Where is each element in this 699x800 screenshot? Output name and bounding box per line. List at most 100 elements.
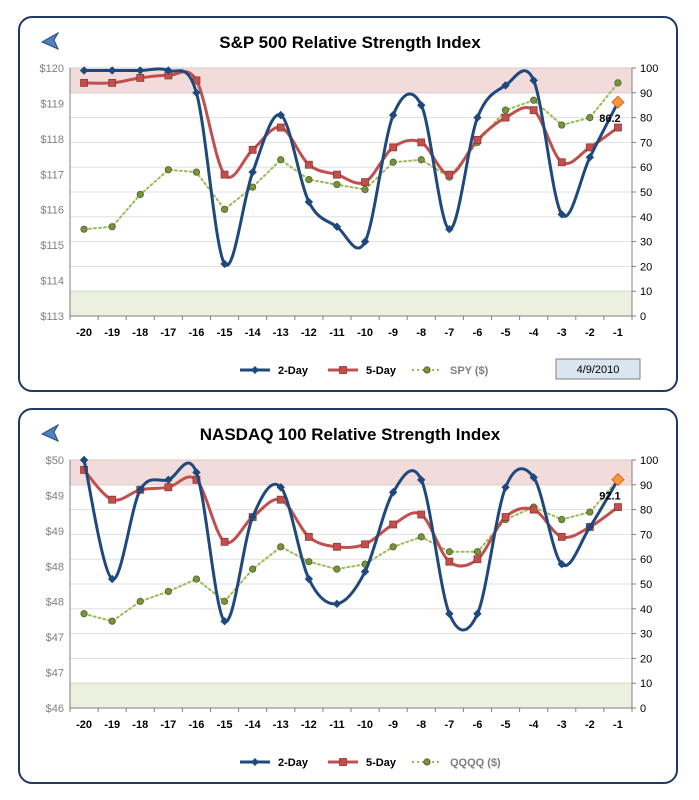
x-axis-tick-label: -19 (104, 327, 120, 339)
date-box (555, 358, 641, 380)
right-axis-tick-label: 100 (640, 455, 658, 467)
right-axis-tick-label: 0 (640, 703, 646, 715)
point-qqqq- (164, 587, 172, 596)
x-axis-tick-label: -4 (529, 719, 540, 731)
point-2-day (304, 197, 314, 207)
right-axis-tick-label: 90 (640, 88, 652, 100)
x-axis-tick-label: -14 (245, 327, 262, 339)
point-2-day (529, 473, 538, 482)
x-axis-tick-label: -17 (160, 719, 176, 731)
x-axis-tick-label: -15 (217, 719, 233, 731)
legend-2-day-label: 2-Day (278, 365, 309, 377)
point-qqqq- (445, 548, 453, 556)
point-qqqq- (473, 548, 482, 556)
overbought-zone (69, 67, 633, 94)
point-2-day (220, 259, 229, 269)
point-5-day (445, 170, 454, 179)
legend-2-day-marker (251, 366, 259, 374)
point-5-day (529, 505, 538, 514)
left-axis-tick-label: $114 (40, 276, 64, 288)
point-qqqq- (389, 543, 397, 551)
point-2-day (276, 483, 285, 492)
point-5-day (417, 510, 426, 519)
back-arrow-icon (40, 31, 60, 50)
point-2-day (388, 110, 398, 120)
x-axis-tick-label: -8 (416, 719, 426, 731)
point-2-day (164, 66, 173, 75)
point-qqqq- (192, 575, 201, 583)
x-axis-tick-label: -18 (132, 719, 148, 731)
point-2-day (332, 599, 342, 609)
x-axis-tick-label: -3 (557, 327, 567, 339)
point-2-day (445, 224, 454, 234)
x-axis-tick-label: -20 (76, 327, 92, 339)
x-axis-tick-label: -1 (613, 719, 623, 731)
left-axis-tick-label: $49 (46, 490, 64, 502)
point-spy- (586, 114, 594, 122)
nasdaq100-rsi-chart-panel: NASDAQ 100 Relative Strength Index 100 90 8… (18, 408, 678, 784)
left-axis-tick-label: $119 (40, 98, 64, 110)
point-2-day (192, 468, 201, 477)
x-axis-tick-label: -18 (132, 327, 148, 339)
x-axis-tick-label: -9 (388, 327, 398, 339)
point-2-day (445, 609, 454, 618)
point-qqqq- (249, 565, 257, 573)
point-2-day (107, 574, 117, 584)
right-axis-tick-label: 90 (640, 480, 652, 492)
point-2-day (611, 95, 625, 109)
x-axis-tick-label: -11 (329, 327, 344, 339)
point-2-day (501, 483, 510, 492)
x-axis-tick-label: -16 (188, 327, 204, 339)
point-spy- (80, 225, 88, 233)
left-axis-tick-label: $48 (46, 597, 64, 609)
point-5-day (361, 178, 369, 186)
x-axis-tick-label: -13 (273, 327, 289, 339)
x-axis-tick-label: -17 (160, 327, 176, 339)
point-2-day (557, 559, 566, 569)
x-axis-tick-label: -20 (76, 719, 92, 731)
x-axis-tick-label: -10 (357, 327, 373, 339)
x-axis-tick-label: -2 (585, 327, 595, 339)
series-line-5-day (84, 70, 619, 185)
x-axis-tick-label: -13 (273, 719, 289, 731)
point-spy- (192, 168, 201, 176)
right-axis-tick-label: 20 (640, 261, 652, 273)
point-5-day (389, 143, 398, 152)
point-qqqq- (586, 508, 594, 516)
point-5-day (333, 542, 341, 551)
legend-5-day-marker (339, 758, 347, 766)
point-spy- (108, 223, 116, 231)
point-spy- (389, 158, 397, 166)
legend-2-day-label: 2-Day (278, 757, 309, 769)
right-axis-tick-label: 50 (640, 187, 652, 199)
point-5-day (417, 138, 426, 147)
point-2-day (417, 475, 426, 485)
x-axis-tick-label: -19 (104, 719, 120, 731)
point-2-day (220, 616, 229, 626)
right-axis-tick-label: 30 (640, 629, 652, 641)
point-qqqq- (220, 597, 229, 605)
point-5-day (614, 503, 622, 512)
point-5-day (389, 520, 398, 529)
right-axis-tick-label: 50 (640, 579, 652, 591)
oversold-zone (69, 290, 633, 317)
sp500-rsi-chart-panel: S&P 500 Relative Strength Index 100 90 80 70… (18, 16, 678, 392)
left-axis-tick-label: $50 (46, 455, 64, 467)
point-2-day (360, 567, 370, 576)
point-5-day (501, 513, 510, 521)
point-5-day (614, 123, 622, 132)
x-axis-tick-label: -11 (329, 719, 344, 731)
point-spy- (277, 156, 285, 164)
point-2-day (136, 485, 145, 494)
point-spy- (305, 176, 313, 184)
point-spy- (501, 106, 510, 114)
right-axis-tick-label: 80 (640, 113, 652, 125)
left-axis-tick-label: $47 (46, 668, 64, 680)
point-2-day (501, 81, 510, 90)
point-spy- (220, 205, 229, 213)
point-spy- (361, 185, 369, 194)
right-axis-tick-label: 70 (640, 137, 652, 149)
x-axis-tick-label: -4 (529, 327, 540, 339)
point-5-day (445, 557, 454, 566)
legend-2-day-marker (251, 758, 259, 766)
